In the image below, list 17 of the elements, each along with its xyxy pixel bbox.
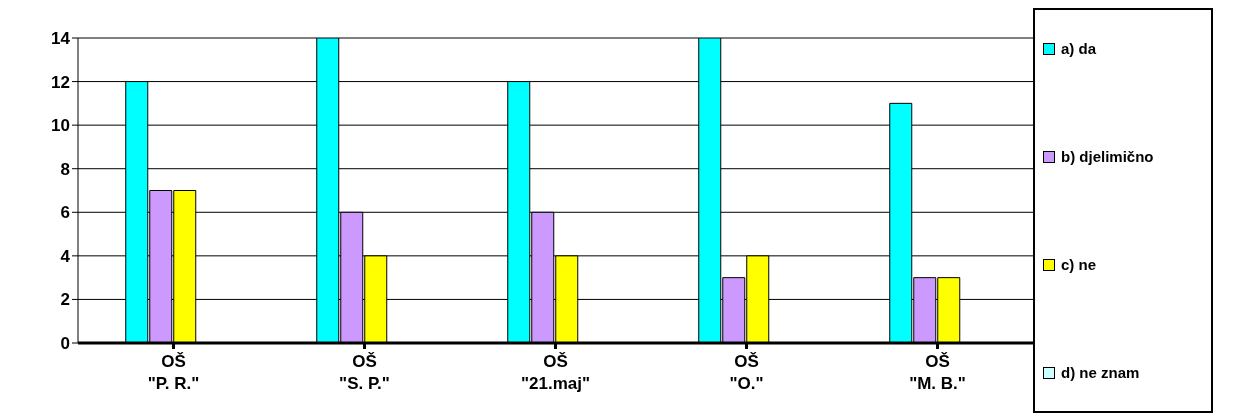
x-tick-label: OŠ "P. R." — [147, 352, 200, 393]
y-tick-label: 6 — [60, 203, 70, 223]
legend-label: c) ne — [1061, 256, 1097, 273]
y-tick-label: 0 — [60, 334, 70, 354]
y-tick-label: 2 — [60, 290, 70, 310]
y-tick-label: 14 — [51, 29, 71, 49]
y-tick-label: 8 — [60, 159, 70, 179]
legend-label: b) djelimično — [1061, 148, 1154, 165]
legend-label: d) ne znam — [1061, 364, 1140, 381]
x-tick-label: OŠ "21.maj" — [520, 352, 591, 393]
y-tick-label: 12 — [51, 72, 70, 92]
x-tick-label: OŠ "O." — [729, 352, 764, 393]
x-tick-label: OŠ "S. P." — [339, 352, 390, 393]
legend-label: a) da — [1061, 40, 1097, 57]
y-tick-label: 10 — [51, 116, 70, 136]
y-tick-label: 4 — [60, 246, 71, 266]
x-tick-label: OŠ "M. B." — [909, 352, 966, 393]
